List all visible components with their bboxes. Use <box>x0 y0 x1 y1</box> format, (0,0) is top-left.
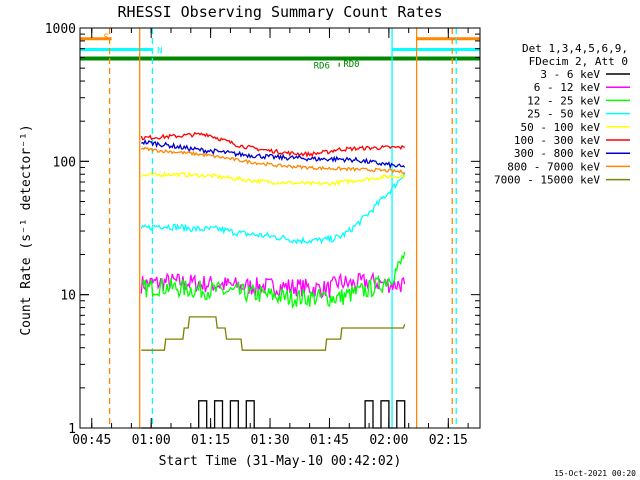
x-tick-label-3: 01:30 <box>250 433 289 448</box>
plot-area <box>80 28 480 428</box>
status-label-rd0: RD0 <box>343 60 359 70</box>
legend-header-0: Det 1,3,4,5,6,9, <box>522 42 628 55</box>
x-axis-label: Start Time (31-May-10 00:42:02) <box>159 454 402 469</box>
legend-label-1: 6 - 12 keV <box>534 81 601 94</box>
x-tick-label-0: 00:45 <box>72 433 111 448</box>
legend-label-2: 12 - 25 keV <box>527 94 600 107</box>
plot-background <box>80 28 480 428</box>
legend-label-3: 25 - 50 keV <box>527 108 600 121</box>
series-line-3 <box>140 172 406 245</box>
y-tick-label-2: 100 <box>53 155 76 170</box>
x-tick-label-1: 01:00 <box>132 433 171 448</box>
y-axis-label: Count Rate (s⁻¹ detector⁻¹) <box>19 124 34 335</box>
series-lines <box>140 131 406 429</box>
legend-label-0: 3 - 6 keV <box>540 68 600 81</box>
status-label-s: S <box>104 33 109 43</box>
series-line-8 <box>141 316 406 351</box>
x-tick-label-4: 01:45 <box>310 433 349 448</box>
series-line-6 <box>140 138 406 170</box>
legend: Det 1,3,4,5,6,9,FDecim 2, Att 03 - 6 keV… <box>494 42 630 187</box>
y-tick-label-1: 10 <box>60 289 76 304</box>
legend-label-8: 7000 - 15000 keV <box>494 174 600 187</box>
legend-label-5: 100 - 300 keV <box>514 134 600 147</box>
series-line-7 <box>140 146 406 175</box>
x-tick-label-5: 02:00 <box>369 433 408 448</box>
status-label-n: N <box>157 46 162 56</box>
series-line-5 <box>140 131 406 158</box>
legend-label-7: 800 - 7000 keV <box>507 160 600 173</box>
y-tick-label-0: 1 <box>68 422 76 437</box>
legend-header-1: FDecim 2, Att 0 <box>529 55 628 68</box>
plot-frame <box>79 27 481 429</box>
x-tick-label-6: 02:15 <box>429 433 468 448</box>
y-tick-label-3: 1000 <box>45 22 76 37</box>
chart-title: RHESSI Observing Summary Count Rates <box>117 3 442 21</box>
series-line-4 <box>141 171 406 187</box>
x-tick-label-2: 01:15 <box>191 433 230 448</box>
axes: 1 10 100 1000 00:45 01:00 01:15 01:30 01:45 02:00… <box>45 22 481 448</box>
footer-timestamp: 15-Oct-2021 00:20 <box>554 469 636 478</box>
status-label-rd6: RD6 <box>314 62 330 72</box>
series-line-2 <box>141 251 406 310</box>
legend-label-4: 50 - 100 keV <box>521 121 601 134</box>
legend-label-6: 300 - 800 keV <box>514 147 600 160</box>
